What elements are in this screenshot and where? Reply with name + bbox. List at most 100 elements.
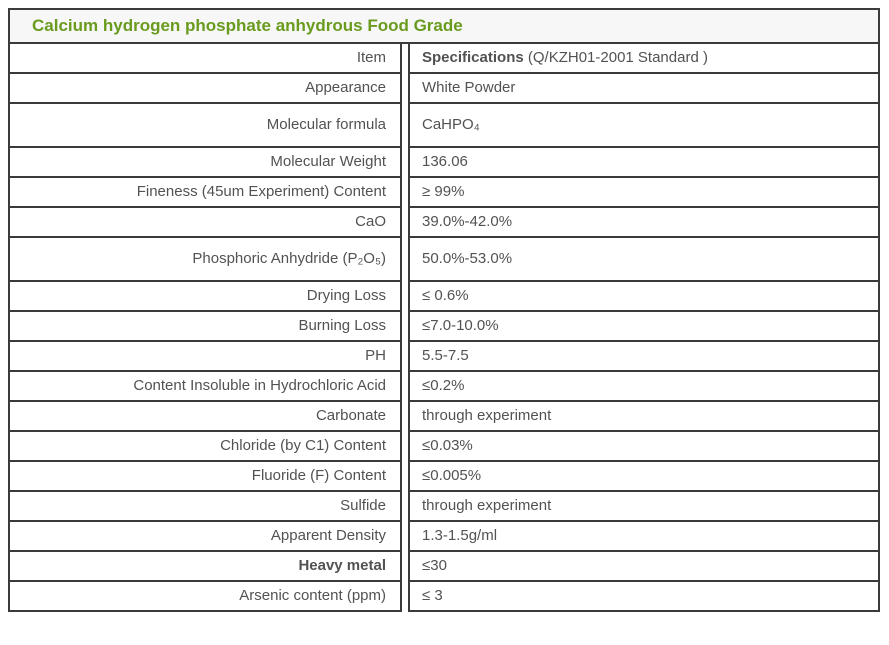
- spec-table-body: Calcium hydrogen phosphate anhydrous Foo…: [7, 8, 881, 612]
- item-cell: Fineness (45um Experiment) Content: [8, 176, 402, 208]
- spec-cell: 5.5-7.5: [407, 340, 881, 372]
- table-row: Drying Loss ≤ 0.6%: [8, 280, 881, 312]
- spec-cell: through experiment: [407, 400, 881, 432]
- spec-cell: ≤ 0.6%: [407, 280, 881, 312]
- item-cell: CaO: [8, 206, 402, 238]
- table-row: Content Insoluble in Hydrochloric Acid ≤…: [8, 370, 881, 402]
- table-row: Sulfide through experiment: [8, 490, 881, 522]
- item-cell: Apparent Density: [8, 520, 402, 552]
- item-label: Carbonate: [315, 407, 386, 424]
- item-label: Heavy metal: [298, 557, 386, 574]
- item-label: Appearance: [305, 79, 386, 96]
- column-gutter: [401, 581, 409, 611]
- item-label: Drying Loss: [306, 287, 386, 304]
- spec-cell: ≥ 99%: [407, 176, 881, 208]
- item-label: Phosphoric Anhydride (P₂O₅): [192, 250, 386, 267]
- spec-cell: ≤30: [407, 550, 881, 582]
- spec-cell: White Powder: [407, 72, 881, 104]
- table-row: Chloride (by C1) Content ≤0.03%: [8, 430, 881, 462]
- column-header-item: Item: [8, 42, 402, 74]
- spec-cell: 1.3-1.5g/ml: [407, 520, 881, 552]
- item-cell: Molecular formula: [8, 102, 402, 148]
- column-gutter: [401, 341, 409, 371]
- spec-cell: ≤0.03%: [407, 430, 881, 462]
- specifications-label: Specifications: [422, 49, 524, 66]
- item-label: Sulfide: [340, 497, 386, 514]
- column-gutter: [401, 281, 409, 311]
- table-row: Phosphoric Anhydride (P₂O₅) 50.0%-53.0%: [8, 236, 881, 282]
- column-gutter: [401, 237, 409, 281]
- spec-value: through experiment: [422, 497, 552, 514]
- item-cell: Drying Loss: [8, 280, 402, 312]
- item-label: CaO: [355, 213, 386, 230]
- column-gutter: [401, 177, 409, 207]
- spec-value: ≤0.03%: [422, 437, 473, 454]
- item-cell: Burning Loss: [8, 310, 402, 342]
- spec-value: 39.0%-42.0%: [422, 213, 513, 230]
- item-label: Molecular formula: [266, 116, 386, 133]
- spec-cell: 39.0%-42.0%: [407, 206, 881, 238]
- spec-value: ≤30: [422, 557, 447, 574]
- table-row: Fineness (45um Experiment) Content ≥ 99%: [8, 176, 881, 208]
- item-cell: PH: [8, 340, 402, 372]
- item-cell: Carbonate: [8, 400, 402, 432]
- spec-cell: ≤0.2%: [407, 370, 881, 402]
- column-gutter: [401, 73, 409, 103]
- spec-cell: 136.06: [407, 146, 881, 178]
- item-cell: Content Insoluble in Hydrochloric Acid: [8, 370, 402, 402]
- table-row: Apparent Density 1.3-1.5g/ml: [8, 520, 881, 552]
- column-gutter: [401, 147, 409, 177]
- item-label: PH: [365, 347, 386, 364]
- spec-value: ≤ 0.6%: [422, 287, 469, 304]
- item-cell: Appearance: [8, 72, 402, 104]
- spec-value: ≤0.005%: [422, 467, 482, 484]
- table-row: Carbonate through experiment: [8, 400, 881, 432]
- column-gutter: [401, 551, 409, 581]
- column-gutter: [401, 43, 409, 73]
- item-label: Apparent Density: [270, 527, 386, 544]
- item-label: Chloride (by C1) Content: [220, 437, 386, 454]
- column-gutter: [401, 371, 409, 401]
- spec-cell: CaHPO₄: [407, 102, 881, 148]
- table-row: Burning Loss ≤7.0-10.0%: [8, 310, 881, 342]
- spec-value: 1.3-1.5g/ml: [422, 527, 498, 544]
- item-cell: Sulfide: [8, 490, 402, 522]
- item-label: Fineness (45um Experiment) Content: [136, 183, 386, 200]
- column-gutter: [401, 461, 409, 491]
- item-cell: Heavy metal: [8, 550, 402, 582]
- item-cell: Arsenic content (ppm): [8, 580, 402, 612]
- specifications-standard-note: (Q/KZH01-2001 Standard ): [527, 49, 708, 66]
- item-label: Burning Loss: [298, 317, 386, 334]
- spec-value: through experiment: [422, 407, 552, 424]
- column-gutter: [401, 311, 409, 341]
- spec-cell: ≤ 3: [407, 580, 881, 612]
- spec-value: ≤ 3: [422, 587, 443, 604]
- table-row: Fluoride (F) Content ≤0.005%: [8, 460, 881, 492]
- spec-cell: 50.0%-53.0%: [407, 236, 881, 282]
- spec-value: ≤7.0-10.0%: [422, 317, 499, 334]
- spec-value: 50.0%-53.0%: [422, 250, 513, 267]
- title-row: Calcium hydrogen phosphate anhydrous Foo…: [7, 8, 881, 44]
- page-title: Calcium hydrogen phosphate anhydrous Foo…: [7, 8, 881, 44]
- item-label: Content Insoluble in Hydrochloric Acid: [133, 377, 386, 394]
- item-label: Molecular Weight: [270, 153, 386, 170]
- spec-cell: ≤7.0-10.0%: [407, 310, 881, 342]
- table-row: Molecular Weight 136.06: [8, 146, 881, 178]
- spec-value: ≤0.2%: [422, 377, 465, 394]
- table-row: Arsenic content (ppm) ≤ 3: [8, 580, 881, 612]
- column-gutter: [401, 207, 409, 237]
- spec-cell: ≤0.005%: [407, 460, 881, 492]
- specification-table: Calcium hydrogen phosphate anhydrous Foo…: [7, 8, 881, 612]
- column-header-specifications: Specifications (Q/KZH01-2001 Standard ): [407, 42, 881, 74]
- item-label: Fluoride (F) Content: [251, 467, 386, 484]
- table-row: PH 5.5-7.5: [8, 340, 881, 372]
- table-row: Appearance White Powder: [8, 72, 881, 104]
- spec-value: 5.5-7.5: [422, 347, 469, 364]
- spec-value: CaHPO₄: [422, 116, 480, 133]
- header-row: Item Specifications (Q/KZH01-2001 Standa…: [8, 42, 881, 74]
- item-cell: Phosphoric Anhydride (P₂O₅): [8, 236, 402, 282]
- item-cell: Chloride (by C1) Content: [8, 430, 402, 462]
- item-cell: Molecular Weight: [8, 146, 402, 178]
- table-row: CaO 39.0%-42.0%: [8, 206, 881, 238]
